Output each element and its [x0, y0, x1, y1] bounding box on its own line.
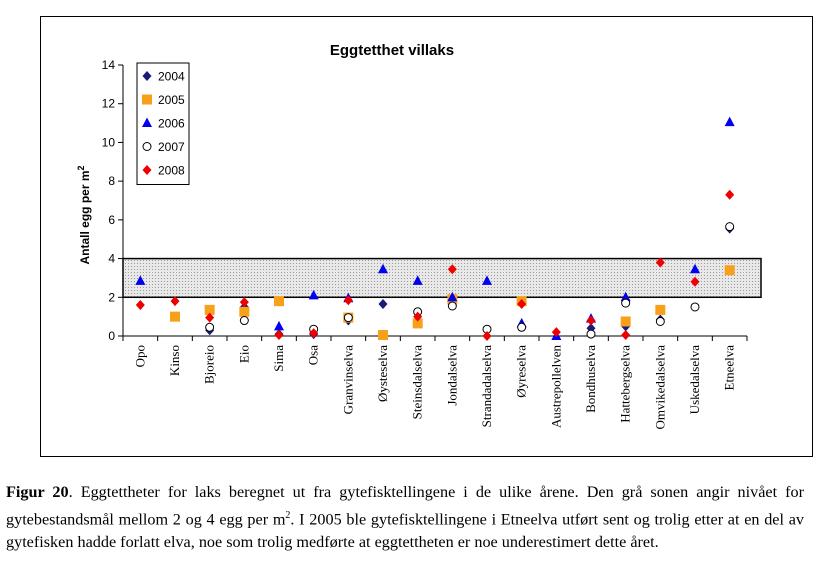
y-tick-label: 4 [108, 252, 115, 266]
egg-density-chart: Eggtetthet villaks Antall egg per m2 0 2 4… [76, 42, 762, 430]
point-2006 [447, 291, 458, 302]
x-category-label: Øyreselva [514, 345, 529, 398]
point-2005 [274, 296, 284, 307]
point-2008 [135, 300, 145, 311]
caption-text: . Eggtettheter for laks beregnet ut fra … [6, 483, 804, 529]
x-category-label: Omvikedalselva [652, 345, 667, 430]
legend-marker-2008 [142, 165, 152, 175]
target-band [122, 257, 762, 299]
point-2005 [620, 316, 631, 327]
point-2008 [482, 331, 492, 341]
legend-marker-2005 [142, 94, 152, 105]
x-category-label: Uskedalselva [687, 345, 702, 415]
x-category-label: Austrepollelven [548, 345, 563, 429]
caption-superscript: 2 [285, 510, 291, 521]
caption-label: Figur 20 [6, 483, 69, 501]
x-category-label: Opo [132, 345, 147, 367]
x-category-label: Strandadalselva [479, 345, 494, 428]
point-2008 [170, 296, 180, 307]
point-2007 [205, 322, 215, 332]
caption-text-continued: . I 2005 ble gytefisktellingene i Etneel… [6, 510, 804, 552]
point-2004 [378, 299, 388, 310]
point-2006 [135, 275, 146, 285]
x-category-label: Eio [236, 345, 251, 363]
legend-label: 2006 [158, 117, 185, 131]
x-category-label: Granvinselva [340, 345, 355, 415]
point-2008 [413, 311, 423, 322]
point-2006 [690, 263, 700, 274]
point-2005 [378, 330, 388, 341]
point-2008 [621, 330, 631, 341]
x-category-label: Etneelva [722, 345, 737, 391]
legend-label: 2005 [158, 93, 185, 107]
point-2006 [308, 289, 319, 300]
point-2008 [205, 312, 215, 323]
point-2007 [517, 322, 527, 332]
point-2008 [239, 297, 249, 308]
point-2005 [655, 304, 666, 315]
y-axis-label: Antall egg per m2 [76, 165, 92, 264]
point-2007 [655, 316, 665, 326]
y-tick-label: 0 [108, 329, 115, 343]
point-2007 [621, 298, 631, 308]
x-category-label: Hattebergselva [618, 345, 633, 423]
point-2007 [690, 302, 700, 312]
x-category-label: Bjoreio [202, 345, 217, 384]
point-2005 [170, 311, 180, 322]
point-2007 [239, 316, 249, 326]
point-2008 [551, 327, 561, 338]
y-tick-label: 10 [102, 135, 116, 149]
legend-label: 2007 [158, 140, 185, 154]
point-2006 [274, 320, 284, 331]
point-2008 [274, 330, 284, 341]
x-category-label: Bondhuselva [583, 345, 598, 413]
legend-marker-2004 [142, 71, 152, 81]
chart-title: Eggtetthet villaks [330, 42, 454, 59]
point-2007 [725, 222, 735, 232]
legend-label: 2008 [158, 164, 185, 178]
y-tick-label: 8 [108, 174, 115, 188]
point-2008 [655, 257, 665, 268]
point-2008 [517, 299, 527, 310]
x-category-label: Osa [306, 345, 321, 365]
y-tick-label: 14 [102, 58, 116, 72]
point-2006 [412, 275, 423, 285]
x-category-label: Jondalselva [444, 345, 459, 406]
x-category-label: Sima [271, 345, 286, 372]
point-2007 [586, 329, 596, 339]
point-2006 [378, 263, 388, 274]
point-2006 [482, 275, 492, 285]
x-category-label: Steinsdalselva [410, 345, 425, 420]
y-tick-label: 6 [108, 213, 115, 227]
chart-frame: Eggtetthet villaks Antall egg per m2 0 2 4… [40, 16, 813, 457]
point-2005 [412, 318, 423, 329]
point-2005 [724, 265, 735, 276]
point-2006 [620, 291, 631, 302]
point-2005 [204, 304, 215, 315]
point-2006 [724, 116, 735, 127]
point-2007 [447, 301, 457, 311]
point-2008 [343, 295, 353, 306]
x-category-label: Kinso [167, 345, 182, 376]
x-category-label: Øysteselva [375, 345, 390, 402]
point-2008 [690, 276, 700, 287]
point-2008 [447, 264, 457, 275]
point-2005 [239, 306, 250, 317]
y-tick-label: 12 [102, 97, 116, 111]
point-2008 [725, 189, 735, 200]
point-2007 [343, 313, 353, 323]
point-2008 [309, 328, 319, 339]
figure-caption: Figur 20. Eggtettheter for laks beregnet… [6, 481, 804, 554]
legend-marker-2007 [142, 142, 152, 151]
y-tick-label: 2 [108, 290, 115, 304]
legend-label: 2004 [158, 70, 185, 84]
point-2008 [586, 315, 596, 326]
legend-marker-2006 [142, 117, 152, 127]
